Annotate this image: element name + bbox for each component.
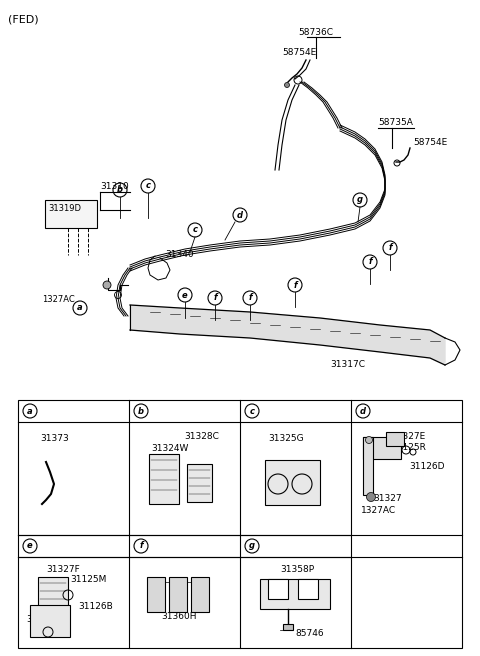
Text: 58754E: 58754E (413, 138, 447, 147)
Text: 31319D: 31319D (48, 204, 81, 213)
Text: a: a (77, 304, 83, 312)
Bar (363, 437, 373, 495)
Bar (191, 577, 209, 612)
Text: 58735A: 58735A (378, 118, 413, 127)
Text: 31125R: 31125R (391, 443, 426, 452)
Text: f: f (139, 541, 143, 550)
Text: 85746: 85746 (295, 629, 324, 638)
Bar (187, 464, 212, 502)
Text: g: g (249, 541, 255, 550)
Text: f: f (248, 293, 252, 302)
Circle shape (285, 83, 289, 87)
Text: c: c (145, 182, 151, 190)
Bar (45, 200, 97, 228)
Text: 31310: 31310 (100, 182, 129, 191)
Text: a: a (27, 407, 33, 415)
Text: 1327AC: 1327AC (42, 295, 75, 304)
Text: c: c (250, 407, 254, 415)
Text: f: f (368, 258, 372, 266)
Text: d: d (237, 211, 243, 220)
Text: 31327C: 31327C (26, 615, 61, 624)
Text: 31373: 31373 (40, 434, 69, 443)
Bar (268, 579, 288, 599)
Text: 31328C: 31328C (184, 432, 219, 441)
Bar (298, 579, 318, 599)
Bar (265, 460, 320, 505)
Text: e: e (182, 291, 188, 300)
Text: 31126B: 31126B (78, 602, 113, 611)
Bar (363, 437, 401, 459)
Circle shape (367, 493, 375, 501)
Text: b: b (117, 186, 123, 194)
Text: 31327: 31327 (373, 494, 402, 503)
Text: d: d (360, 407, 366, 415)
Text: 31358P: 31358P (280, 565, 314, 574)
Bar (38, 577, 68, 607)
Text: 31327E: 31327E (391, 432, 425, 441)
Text: f: f (388, 243, 392, 253)
Text: f: f (213, 293, 217, 302)
Bar (149, 454, 179, 504)
Text: 31325G: 31325G (268, 434, 304, 443)
Bar (30, 605, 70, 637)
Bar (283, 624, 293, 630)
Bar (260, 579, 330, 609)
Text: 31327F: 31327F (46, 565, 80, 574)
Text: 31340: 31340 (165, 250, 193, 259)
Text: 1327AC: 1327AC (361, 506, 396, 515)
Text: 31360H: 31360H (161, 612, 196, 621)
Circle shape (103, 281, 111, 289)
Text: 58736C: 58736C (298, 28, 333, 37)
Text: c: c (192, 226, 197, 234)
Bar (18, 400, 462, 648)
Text: e: e (27, 541, 33, 550)
Circle shape (365, 436, 372, 443)
Text: 31126D: 31126D (409, 462, 444, 471)
Polygon shape (130, 305, 445, 365)
Bar (147, 577, 165, 612)
Text: b: b (138, 407, 144, 415)
Text: 58754E: 58754E (282, 48, 316, 57)
Text: f: f (293, 281, 297, 289)
Text: 31125M: 31125M (70, 575, 107, 584)
Bar (169, 577, 187, 612)
Text: (FED): (FED) (8, 14, 38, 24)
Bar (386, 432, 404, 446)
Text: g: g (357, 195, 363, 205)
Text: 31324W: 31324W (151, 444, 188, 453)
Text: 31317C: 31317C (330, 360, 365, 369)
